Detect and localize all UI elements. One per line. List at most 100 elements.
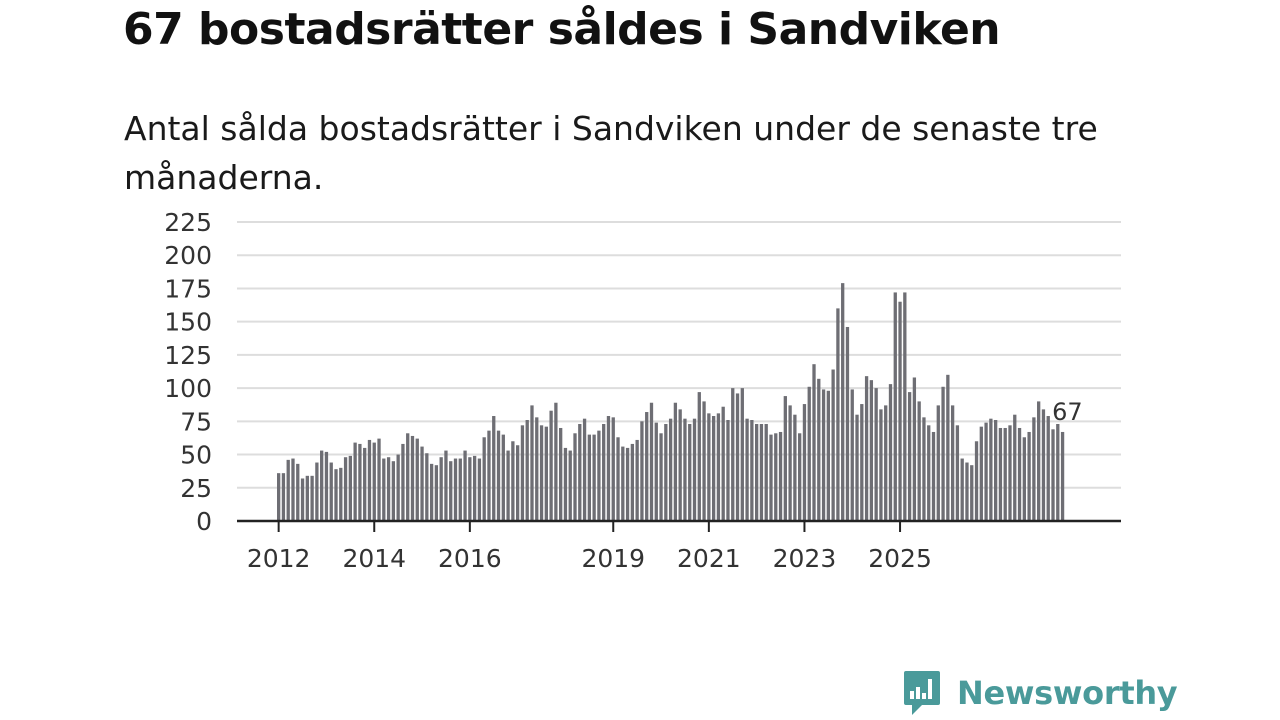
bar bbox=[396, 454, 400, 521]
y-tick-label: 200 bbox=[164, 241, 212, 270]
bar bbox=[989, 418, 993, 521]
bar bbox=[907, 392, 912, 521]
bar bbox=[759, 423, 764, 521]
bar bbox=[788, 405, 792, 521]
bar bbox=[506, 450, 510, 521]
bar bbox=[979, 426, 983, 521]
bar bbox=[358, 443, 362, 521]
bar bbox=[530, 405, 534, 521]
bar bbox=[611, 417, 615, 521]
bar bbox=[449, 461, 453, 521]
bar bbox=[300, 478, 305, 521]
y-tick-label: 125 bbox=[164, 341, 212, 370]
bar bbox=[826, 390, 830, 521]
bar bbox=[740, 388, 744, 521]
bar bbox=[496, 430, 501, 521]
bar bbox=[291, 458, 295, 521]
x-tick-label: 2025 bbox=[868, 544, 932, 573]
bar bbox=[831, 369, 835, 521]
y-axis-tick-labels: 0 25 50 75 100 125 150 175 200 225 bbox=[164, 208, 212, 536]
bar bbox=[965, 462, 969, 521]
chart-subtitle: Antal sålda bostadsrätter i Sandviken un… bbox=[124, 109, 1098, 197]
bar bbox=[1032, 417, 1036, 521]
bar bbox=[635, 439, 639, 521]
bar bbox=[707, 413, 711, 521]
bar bbox=[363, 447, 367, 521]
bar bbox=[434, 465, 439, 521]
bar bbox=[401, 443, 405, 521]
newsworthy-logo: Newsworthy bbox=[902, 668, 1178, 718]
bar bbox=[286, 459, 290, 521]
bar bbox=[950, 405, 955, 521]
bar bbox=[444, 450, 448, 521]
bar bbox=[778, 431, 783, 521]
bar bbox=[692, 418, 697, 521]
gridlines bbox=[237, 221, 1121, 489]
bar bbox=[821, 389, 826, 521]
x-tick-label: 2019 bbox=[581, 544, 645, 573]
brand-name: Newsworthy bbox=[957, 674, 1178, 712]
newsworthy-chart-bubble-icon bbox=[904, 671, 940, 715]
bar bbox=[429, 463, 434, 521]
bar bbox=[616, 437, 620, 521]
bar bbox=[678, 409, 682, 521]
bar bbox=[296, 463, 300, 521]
bar bbox=[606, 416, 611, 521]
x-tick-label: 2012 bbox=[247, 544, 311, 573]
bar bbox=[984, 422, 988, 521]
bar bbox=[382, 458, 386, 521]
bar bbox=[898, 301, 902, 521]
bar bbox=[501, 434, 505, 521]
bar bbox=[549, 410, 553, 521]
bar bbox=[1022, 437, 1026, 521]
bar bbox=[315, 462, 319, 521]
bar bbox=[941, 386, 945, 521]
bar bbox=[525, 420, 529, 521]
bar bbox=[855, 414, 859, 521]
y-tick-label: 100 bbox=[164, 374, 212, 403]
bar bbox=[755, 423, 759, 521]
bar bbox=[936, 405, 940, 521]
bar bbox=[544, 426, 548, 521]
bar bbox=[731, 388, 735, 521]
bar bbox=[927, 425, 931, 521]
bar bbox=[477, 458, 482, 521]
bar bbox=[1003, 427, 1007, 521]
bar bbox=[439, 457, 443, 521]
bar bbox=[377, 438, 381, 521]
bar bbox=[874, 388, 878, 521]
bar bbox=[453, 458, 458, 521]
bar bbox=[573, 433, 577, 521]
bar bbox=[372, 442, 376, 521]
bar bbox=[841, 283, 845, 521]
bar bbox=[329, 462, 333, 521]
bar bbox=[931, 431, 936, 521]
bar bbox=[1051, 429, 1055, 521]
bar bbox=[649, 402, 654, 521]
y-tick-label: 25 bbox=[180, 474, 212, 503]
bar bbox=[974, 441, 979, 521]
annotations: 67 bbox=[1052, 398, 1083, 426]
bar bbox=[305, 475, 309, 521]
bar bbox=[745, 418, 749, 521]
bar bbox=[836, 308, 840, 521]
bar bbox=[487, 430, 491, 521]
bar bbox=[783, 396, 787, 521]
chart-title: 67 bostadsrätter såldes i Sandviken bbox=[123, 4, 1001, 55]
bar bbox=[1037, 401, 1041, 521]
bar bbox=[410, 435, 415, 521]
bar bbox=[764, 423, 768, 521]
bar bbox=[1027, 431, 1031, 521]
bar bbox=[568, 450, 572, 521]
y-tick-label: 0 bbox=[196, 507, 212, 536]
bar bbox=[563, 447, 568, 521]
bar bbox=[343, 457, 348, 521]
bar bbox=[578, 423, 582, 521]
x-tick-label: 2021 bbox=[677, 544, 741, 573]
bar bbox=[554, 402, 558, 521]
bar bbox=[406, 433, 410, 521]
bar bbox=[970, 465, 974, 521]
x-axis: 2012 2014 2016 2019 2021 2023 2025 bbox=[237, 519, 1121, 573]
bar bbox=[869, 380, 874, 521]
